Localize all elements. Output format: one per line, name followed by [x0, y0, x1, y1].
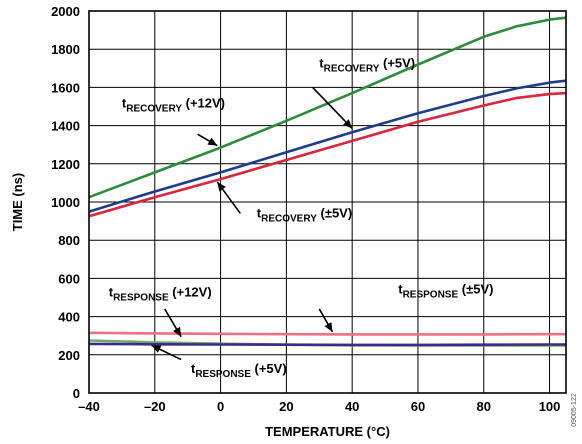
series-line-response_pm5v	[88, 331, 566, 336]
plot-frame	[88, 10, 567, 394]
annotation-label: tRESPONSE (±5V)	[398, 282, 493, 301]
annotation: tRECOVERY (+5V)	[312, 55, 415, 130]
x-tick-label: 40	[345, 399, 359, 414]
y-tick-label: 1800	[51, 42, 80, 57]
x-tick-label: –40	[78, 399, 100, 414]
annotation-arrowhead	[324, 322, 333, 332]
y-tick-label: 800	[58, 233, 80, 248]
annotation-arrowhead	[151, 345, 162, 353]
annotation: tRESPONSE (+12V)	[109, 285, 212, 338]
annotation-arrow-shaft	[312, 86, 353, 130]
y-tick-label: 1600	[51, 80, 80, 95]
y-tick-label: 200	[58, 348, 80, 363]
annotation-label: tRECOVERY (+5V)	[319, 55, 415, 74]
x-tick-label: 100	[539, 399, 561, 414]
figure-id: 09005-122	[571, 393, 578, 427]
x-tick-label: 0	[217, 399, 224, 414]
annotation-arrowhead	[343, 119, 353, 129]
series-line-recovery_pm5v	[88, 91, 567, 218]
x-tick-label: 60	[411, 399, 425, 414]
series-line-response_5v	[88, 342, 566, 347]
annotation-arrowhead	[207, 137, 218, 146]
y-tick-label: 1000	[51, 195, 80, 210]
series-layer	[88, 16, 567, 347]
y-tick-label: 2000	[51, 4, 80, 19]
x-tick-label: 80	[477, 399, 491, 414]
annotation: tRECOVERY (±5V)	[216, 181, 352, 224]
x-tick-label: –20	[144, 399, 166, 414]
x-tick-label: 20	[279, 399, 293, 414]
y-tick-label: 1400	[51, 119, 80, 134]
y-tick-label: 400	[58, 310, 80, 325]
annotation: tRESPONSE (±5V)	[318, 282, 493, 333]
annotation-label: tRESPONSE (+12V)	[109, 285, 212, 304]
series-line-recovery_12v	[88, 16, 567, 199]
annotation: tRESPONSE (+5V)	[151, 344, 287, 380]
annotation-layer: tRECOVERY (+12V) tRECOVERY (+5V) tRECOVERY…	[109, 55, 494, 380]
annotation-label: tRECOVERY (±5V)	[257, 205, 352, 224]
x-axis-title: TEMPERATURE (°C)	[265, 424, 390, 439]
series-line-recovery_5v	[88, 79, 567, 213]
annotation-label: tRECOVERY (+12V)	[122, 95, 225, 114]
y-tick-label: 1200	[51, 157, 80, 172]
annotation-label: tRESPONSE (+5V)	[191, 361, 287, 380]
annotation: tRECOVERY (+12V)	[122, 95, 225, 147]
y-axis-ticks: 0 200 400 600 800 1000 1200 1400 1600 1800 2000	[51, 4, 80, 401]
y-axis-title: TIME (ns)	[10, 173, 25, 232]
y-tick-label: 0	[73, 386, 80, 401]
annotation-arrowhead	[173, 326, 182, 337]
annotation-arrowhead	[217, 181, 226, 192]
x-axis-ticks: –40 –20 0 20 40 60 80 100	[78, 399, 560, 414]
y-tick-label: 600	[58, 271, 80, 286]
